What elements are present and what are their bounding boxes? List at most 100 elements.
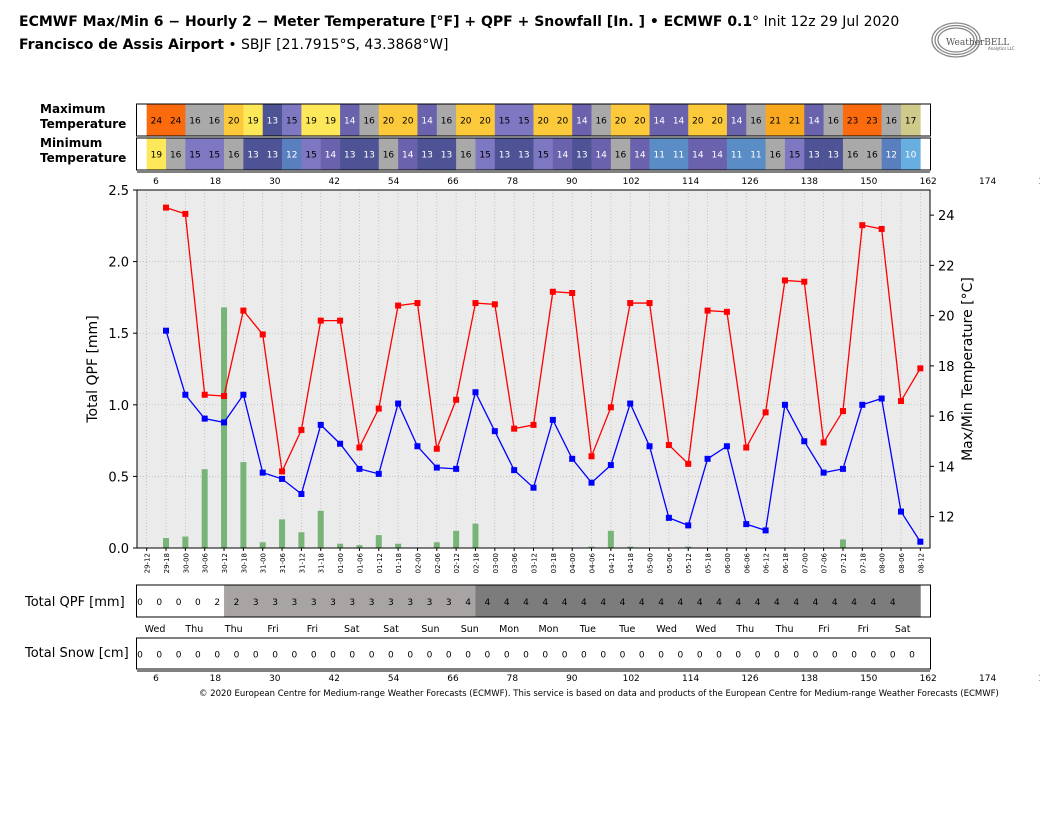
- day-label: Sun: [421, 624, 439, 635]
- min-temp-point: [491, 428, 498, 435]
- total-snow-value: 0: [813, 651, 819, 661]
- min-temp-cell: [552, 138, 573, 170]
- min-temp-cell: [784, 138, 805, 170]
- x-tick-label: 08-06: [898, 552, 906, 573]
- total-qpf-cell: [185, 585, 206, 617]
- min-temp-cell: [804, 138, 824, 170]
- total-qpf-value: 4: [890, 598, 896, 608]
- qpf-bar: [279, 519, 286, 548]
- max-temp-value: 20: [537, 117, 549, 127]
- total-qpf-value: 0: [137, 598, 143, 608]
- min-temp-value: 12: [286, 151, 297, 161]
- total-qpf-cell: [572, 585, 592, 617]
- y-tick-label: 1.5: [108, 327, 129, 342]
- total-snow-value: 0: [697, 651, 703, 661]
- max-temp-cell: [668, 104, 689, 136]
- total-snow-value: 0: [562, 651, 568, 661]
- max-temp-cell: [340, 104, 360, 136]
- max-temp-cell: [765, 104, 786, 136]
- top-hour-label: 126: [741, 177, 758, 187]
- max-temp-value: 14: [673, 117, 685, 127]
- min-temp-value: 13: [247, 151, 258, 161]
- total-qpf-cell: [436, 585, 457, 617]
- total-qpf-value: 4: [851, 598, 857, 608]
- max-temp-cell: [301, 104, 322, 136]
- min-temp-point: [453, 465, 460, 472]
- min-temp-value: 15: [537, 151, 548, 161]
- total-qpf-value: 4: [697, 598, 703, 608]
- bottom-hour-label: 174: [979, 674, 996, 684]
- top-hour-label: 150: [860, 177, 877, 187]
- min-temp-cell: [900, 138, 921, 170]
- qpf-bar: [356, 545, 363, 548]
- min-temp-cell: [456, 138, 476, 170]
- max-temp-cell: [262, 104, 283, 136]
- total-qpf-value: 4: [774, 598, 780, 608]
- max-temp-value: 16: [189, 117, 201, 127]
- total-snow-value: 0: [272, 651, 278, 661]
- max-temp-value: 14: [653, 117, 665, 127]
- x-tick-label: 07-12: [840, 553, 848, 573]
- max-temp-value: 23: [866, 117, 877, 127]
- total-qpf-cell: [378, 585, 399, 617]
- total-qpf-value: 4: [581, 598, 587, 608]
- min-temp-value: 11: [731, 151, 742, 161]
- max-temp-value: 16: [441, 117, 453, 127]
- max-temp-value: 24: [170, 117, 182, 127]
- max-temp-value: 20: [228, 117, 240, 127]
- max-temp-cell: [591, 104, 612, 136]
- y-axis-label: Total QPF [mm]: [85, 315, 101, 423]
- max-temp-cell: [862, 104, 882, 136]
- max-temp-value: 13: [267, 117, 278, 127]
- top-hour-label: 54: [388, 177, 400, 187]
- max-temp-value: 20: [557, 117, 569, 127]
- y2-tick-label: 22: [938, 259, 955, 274]
- max-temp-point: [820, 439, 827, 446]
- x-tick-label: 03-00: [492, 553, 500, 573]
- max-temp-point: [317, 317, 324, 324]
- y-tick-label: 2.5: [108, 184, 129, 199]
- total-qpf-cell: [456, 585, 476, 617]
- max-temp-point: [646, 300, 653, 307]
- max-temp-cell: [707, 104, 728, 136]
- total-qpf-cell: [630, 585, 650, 617]
- total-qpf-value: 4: [542, 598, 548, 608]
- qpf-bar: [221, 307, 228, 548]
- max-temp-point: [491, 301, 498, 308]
- x-tick-label: 30-18: [240, 553, 248, 573]
- x-tick-label: 03-12: [531, 553, 539, 573]
- min-temp-value: 13: [363, 151, 374, 161]
- min-temp-cell: [630, 138, 650, 170]
- qpf-bar: [395, 543, 402, 548]
- total-qpf-value: 2: [214, 598, 220, 608]
- total-qpf-row-border: [136, 584, 931, 618]
- min-temp-point: [781, 401, 788, 408]
- total-qpf-cell: [417, 585, 438, 617]
- total-qpf-value: 3: [427, 598, 433, 608]
- max-temp-value: 16: [595, 117, 607, 127]
- min-temp-point: [317, 421, 324, 428]
- max-temp-cell: [417, 104, 438, 136]
- min-temp-cell: [668, 138, 689, 170]
- min-temp-point: [607, 462, 614, 469]
- total-qpf-value: 3: [292, 598, 298, 608]
- max-temp-value: 15: [499, 117, 510, 127]
- max-temp-point: [781, 277, 788, 284]
- total-snow-value: 0: [716, 651, 722, 661]
- min-temp-point: [414, 443, 421, 450]
- location-name: Francisco de Assis Airport: [19, 37, 224, 53]
- max-temp-cell: [378, 104, 399, 136]
- top-hour-label: 102: [623, 177, 640, 187]
- total-qpf-cell: [746, 585, 766, 617]
- qpf-bar: [163, 537, 170, 548]
- x-tick-label: 04-00: [569, 553, 577, 573]
- total-qpf-cell: [359, 585, 380, 617]
- day-label: Sun: [461, 624, 479, 635]
- total-qpf-value: 0: [156, 598, 162, 608]
- max-temp-value: 16: [886, 117, 898, 127]
- bottom-hour-label: 42: [328, 674, 339, 684]
- max-temp-value: 14: [731, 117, 743, 127]
- day-label: Fri: [267, 624, 278, 635]
- max-temp-point: [375, 405, 382, 412]
- total-snow-value: 0: [311, 651, 317, 661]
